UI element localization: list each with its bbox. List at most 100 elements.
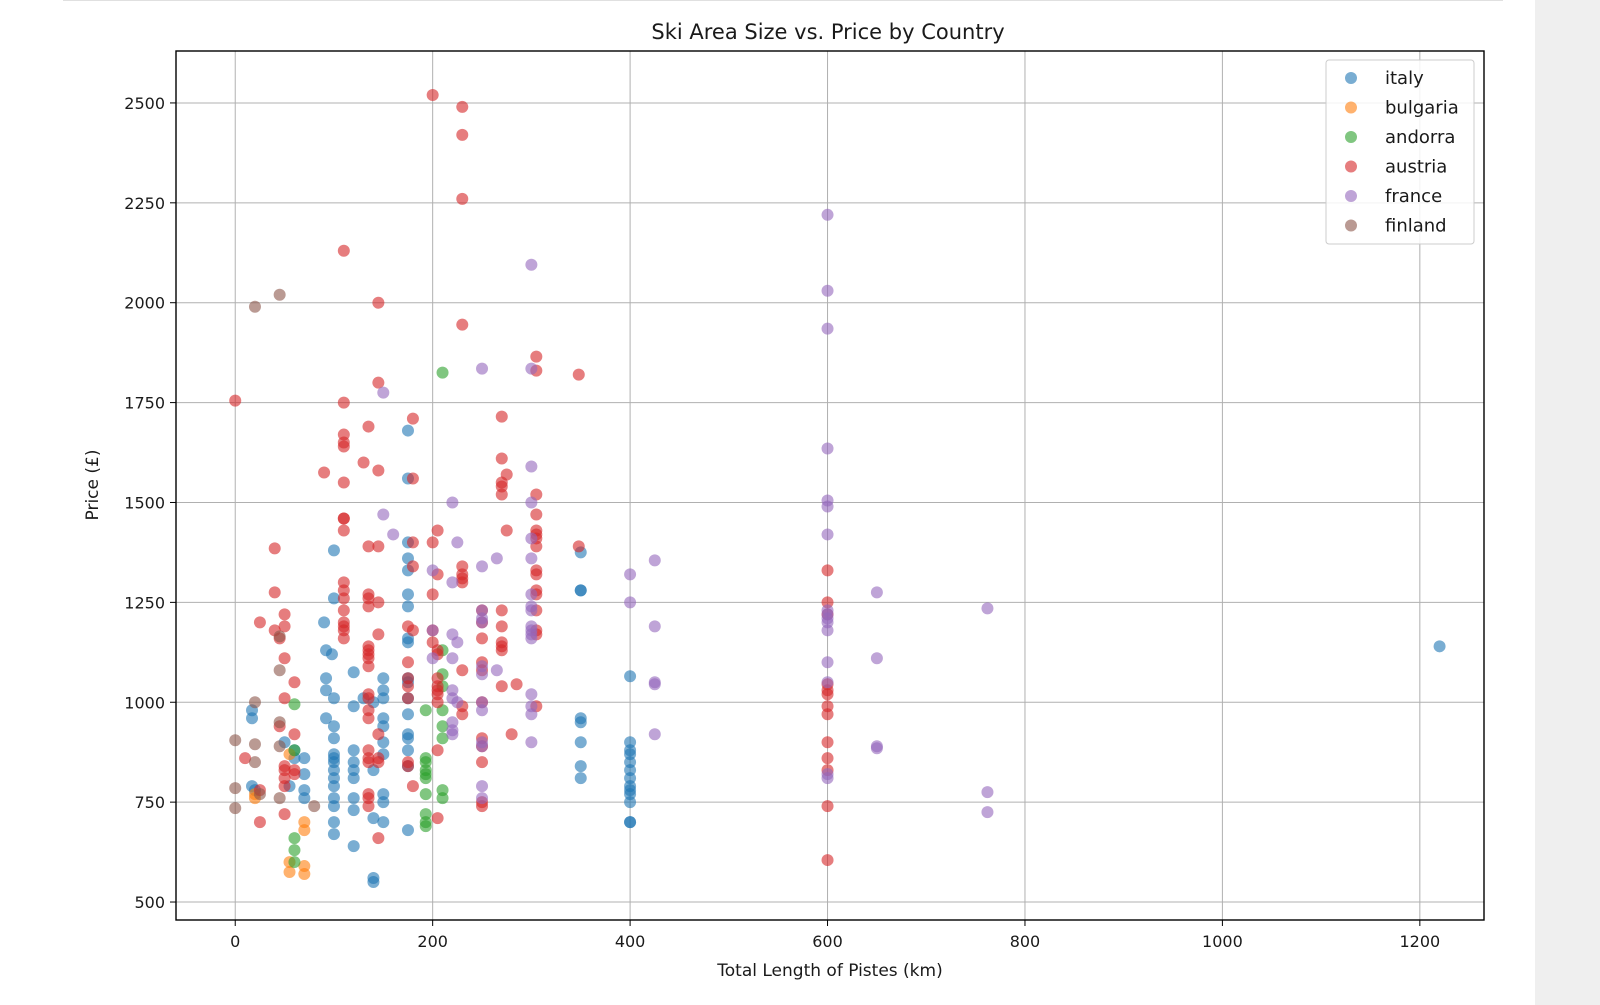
france-point [446,576,459,589]
france-point [476,668,489,681]
italy-point [377,692,390,705]
andorra-point [288,698,301,711]
bulgaria-point [283,866,296,879]
italy-point [347,804,360,817]
italy-point [401,744,414,757]
france-point [426,652,439,665]
france-point [821,442,834,455]
y-tick-label: 1500 [124,493,165,512]
legend-marker-italy [1345,72,1357,84]
andorra-point [419,772,432,785]
legend-label-bulgaria: bulgaria [1385,98,1459,119]
italy-point [320,712,333,725]
france-point [648,678,661,691]
grid-lines [176,51,1484,920]
france-point [525,736,538,749]
france-point [525,532,538,545]
austria-point [495,410,508,423]
italy-point [327,800,340,813]
italy-point [347,792,360,805]
finland-point [248,696,261,709]
france-point [446,728,459,741]
austria-point [495,680,508,693]
finland-point [248,756,261,769]
x-tick-label: 200 [417,932,448,951]
france-point [476,740,489,753]
austria-point [318,466,331,479]
austria-point [337,604,350,617]
italy-point [624,796,637,809]
austria-point [821,854,834,867]
legend-marker-france [1345,190,1357,202]
france-point [525,552,538,565]
austria-point [337,476,350,489]
france-point [525,604,538,617]
france-point [870,742,883,755]
x-tick-label: 1000 [1202,932,1243,951]
andorra-point [436,366,449,379]
austria-point [239,752,252,765]
austria-point [372,596,385,609]
italy-point [318,616,331,629]
france-point [821,322,834,335]
italy-point [401,708,414,721]
finland-point [229,734,242,747]
italy-point [347,700,360,713]
france-point [870,586,883,599]
italy-point [574,760,587,773]
austria-point [372,540,385,553]
italy-point [347,666,360,679]
axis-ticks: 0 200 400 600 800 1000 1200 500 750 1000 1250 1500 1… [124,94,1440,951]
france-point [476,362,489,375]
france-point [476,792,489,805]
france-point [490,552,503,565]
france-point [821,528,834,541]
france-point [525,588,538,601]
france-point [821,676,834,689]
italy-point [401,424,414,437]
france-point [648,620,661,633]
austria-point [406,472,419,485]
france-point [476,704,489,717]
andorra-point [436,792,449,805]
france-point [446,496,459,509]
france-point [624,568,637,581]
austria-point [431,812,444,825]
finland-point [273,716,286,729]
legend-marker-andorra [1345,131,1357,143]
france-point [426,624,439,637]
france-point [451,696,464,709]
legend-label-andorra: andorra [1385,127,1455,148]
austria-point [268,586,281,599]
austria-point [500,468,513,481]
y-tick-label: 2000 [124,294,165,313]
austria-point [337,592,350,605]
data-points [229,88,1446,889]
finland-point [229,782,242,795]
austria-point [401,760,414,773]
austria-point [372,628,385,641]
austria-point [362,756,375,769]
austria-point [278,608,291,621]
italy-point [574,772,587,785]
austria-point [426,88,439,101]
austria-point [495,644,508,657]
italy-point [367,812,380,825]
italy-point [401,636,414,649]
austria-point [530,568,543,581]
legend-label-finland: finland [1385,216,1447,237]
austria-point [288,728,301,741]
legend-marker-austria [1345,160,1357,173]
finland-point [273,792,286,805]
france-point [525,258,538,271]
france-point [476,780,489,793]
austria-point [572,540,585,553]
france-point [377,508,390,521]
x-tick-label: 1200 [1399,932,1440,951]
austria-point [372,728,385,741]
france-point [525,708,538,721]
austria-point [821,800,834,813]
austria-point [510,678,523,691]
france-point [476,560,489,573]
austria-point [431,524,444,537]
